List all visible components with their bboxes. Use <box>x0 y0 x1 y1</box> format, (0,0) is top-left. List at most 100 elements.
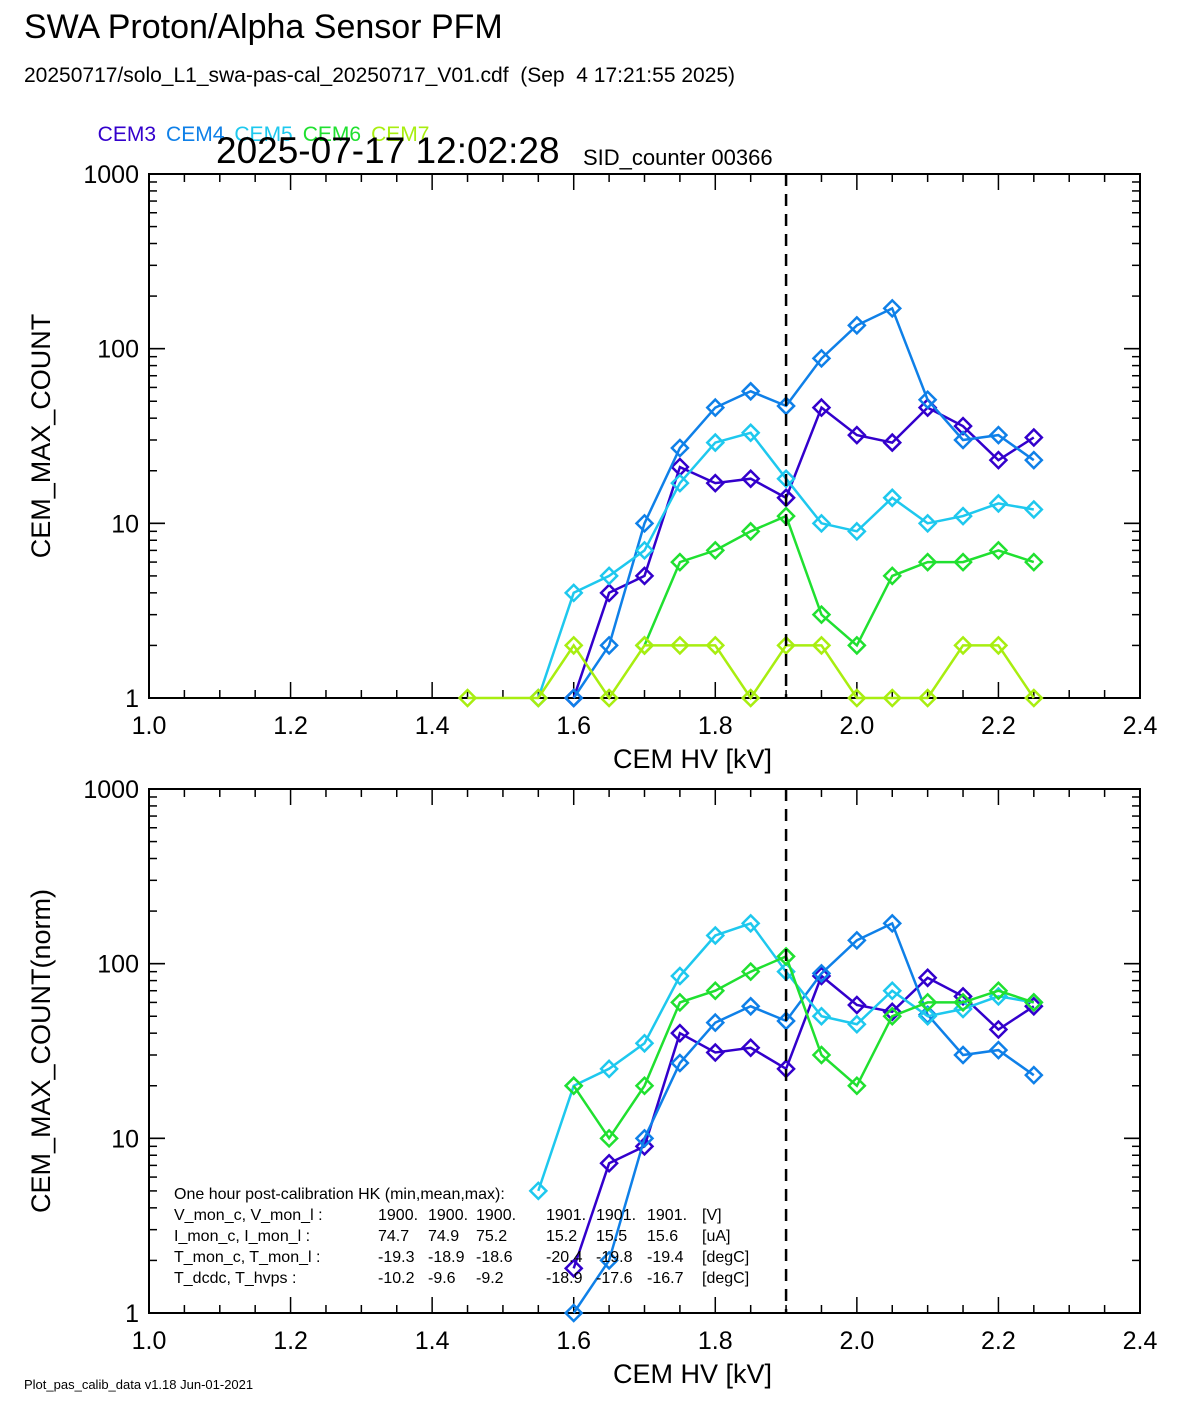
data-point-cem5 <box>599 566 619 586</box>
y-tick-label: 1 <box>125 685 139 713</box>
data-point-cem7 <box>528 688 549 708</box>
data-point-cem6 <box>670 992 690 1013</box>
x-tick-label: 1.4 <box>415 712 450 740</box>
data-point-cem5 <box>740 913 761 934</box>
data-point-cem7 <box>882 688 903 708</box>
data-point-cem5 <box>882 980 903 1001</box>
data-point-cem5 <box>705 925 726 946</box>
data-point-cem6 <box>634 1075 655 1096</box>
data-point-cem7 <box>988 635 1009 656</box>
hk-row-value: -10.2 <box>378 1270 415 1287</box>
hk-row-value: -19.4 <box>647 1249 684 1266</box>
hk-row-unit: [degC] <box>702 1249 749 1266</box>
data-point-cem7 <box>740 688 761 708</box>
sid-counter-label: SID_counter 00366 <box>583 145 773 170</box>
data-point-cem4 <box>811 348 832 369</box>
data-point-cem7 <box>457 688 478 708</box>
data-point-cem6 <box>847 635 867 656</box>
data-point-cem7 <box>563 635 584 656</box>
hk-row-value: -20.4 <box>546 1249 583 1266</box>
data-point-cem4 <box>811 963 832 984</box>
hk-row-value: -18.9 <box>428 1249 465 1266</box>
data-point-cem4 <box>847 315 867 336</box>
hk-row-value: 1900. <box>428 1207 468 1224</box>
data-point-cem4 <box>740 996 761 1017</box>
data-point-cem3 <box>740 468 761 489</box>
legend-entry-cem4: CEM4 <box>166 123 225 146</box>
data-point-cem5 <box>670 966 690 986</box>
hk-row-value: -18.6 <box>476 1249 513 1266</box>
data-point-cem4 <box>634 513 655 534</box>
hk-row-name: I_mon_c, I_mon_l : <box>174 1228 310 1245</box>
hk-row-value: 1901. <box>647 1207 687 1224</box>
legend-entry-cem7: CEM7 <box>371 123 430 146</box>
data-point-cem3 <box>847 425 867 445</box>
series-line-cem4 <box>572 306 1035 699</box>
x-tick-label: 2.4 <box>1123 1327 1158 1355</box>
data-point-cem5 <box>563 583 584 603</box>
data-point-cem4 <box>705 397 726 418</box>
data-point-cem6 <box>1024 992 1044 1013</box>
data-point-cem6 <box>705 980 726 1001</box>
hk-title: One hour post-calibration HK (min,mean,m… <box>174 1186 505 1203</box>
data-point-cem5 <box>634 1033 655 1054</box>
data-point-cem6 <box>740 521 761 542</box>
data-point-cem4 <box>776 396 796 416</box>
data-point-cem6 <box>917 992 938 1013</box>
data-point-cem5 <box>670 473 690 493</box>
data-point-cem5 <box>917 1006 938 1027</box>
data-point-cem4 <box>599 1250 619 1271</box>
data-point-cem6 <box>882 566 903 586</box>
data-point-cem4 <box>599 635 619 656</box>
data-point-cem7 <box>847 688 867 708</box>
x-axis-label: CEM HV [kV] <box>613 1359 772 1389</box>
data-point-cem6 <box>705 540 726 561</box>
hk-row-unit: [degC] <box>702 1270 749 1287</box>
timestamp: 2025-07-17 12:02:28 <box>216 130 560 171</box>
data-point-cem5 <box>528 1181 549 1201</box>
page-title: SWA Proton/Alpha Sensor PFM <box>24 8 503 46</box>
x-tick-label: 2.0 <box>839 712 874 740</box>
x-tick-label: 1.8 <box>698 712 733 740</box>
data-point-cem3 <box>599 1153 619 1174</box>
data-point-cem5 <box>811 1006 832 1027</box>
data-point-cem5 <box>705 432 726 453</box>
legend-entry-cem3: CEM3 <box>97 123 157 146</box>
hk-row-value: -9.6 <box>428 1270 456 1287</box>
footer-version: Plot_pas_calib_data v1.18 Jun-01-2021 <box>24 1377 254 1392</box>
data-point-cem4 <box>563 1303 584 1323</box>
hk-row-value: 75.2 <box>476 1228 507 1245</box>
data-point-cem6 <box>988 980 1009 1001</box>
hk-summary-box: One hour post-calibration HK (min,mean,m… <box>174 1186 749 1287</box>
data-point-cem6 <box>740 961 761 982</box>
series-line-cem4 <box>572 921 1035 1314</box>
x-tick-label: 1.6 <box>556 1327 591 1355</box>
data-point-cem7 <box>811 635 832 656</box>
data-point-cem6 <box>563 1075 584 1096</box>
data-point-cem3 <box>811 397 832 418</box>
data-point-cem3 <box>705 473 726 493</box>
data-point-cem3 <box>953 416 973 436</box>
data-point-cem5 <box>988 493 1009 514</box>
x-tick-label: 1.6 <box>556 712 591 740</box>
data-point-cem4 <box>882 913 903 934</box>
legend: CEM3 CEM4 CEM5 CEM6 CEM7 <box>86 99 439 147</box>
y-tick-label: 1000 <box>83 161 139 189</box>
data-point-cem6 <box>847 1075 867 1096</box>
series-line-cem6 <box>643 514 1035 648</box>
data-point-cem4 <box>1024 450 1044 470</box>
data-point-cem3 <box>634 566 655 586</box>
series-line-cem7 <box>467 643 1035 701</box>
data-point-cem4 <box>988 425 1009 445</box>
series-line-cem3 <box>572 973 1035 1269</box>
data-point-cem4 <box>953 1045 973 1065</box>
data-point-cem4 <box>953 430 973 450</box>
hk-row-value: -16.7 <box>647 1270 684 1287</box>
hk-row-value: 15.6 <box>647 1228 678 1245</box>
hk-row-unit: [uA] <box>702 1228 730 1245</box>
hk-row-name: V_mon_c, V_mon_l : <box>174 1207 323 1224</box>
data-point-cem4 <box>705 1012 726 1033</box>
data-point-cem4 <box>917 389 938 410</box>
hk-row-unit: [V] <box>702 1207 722 1224</box>
